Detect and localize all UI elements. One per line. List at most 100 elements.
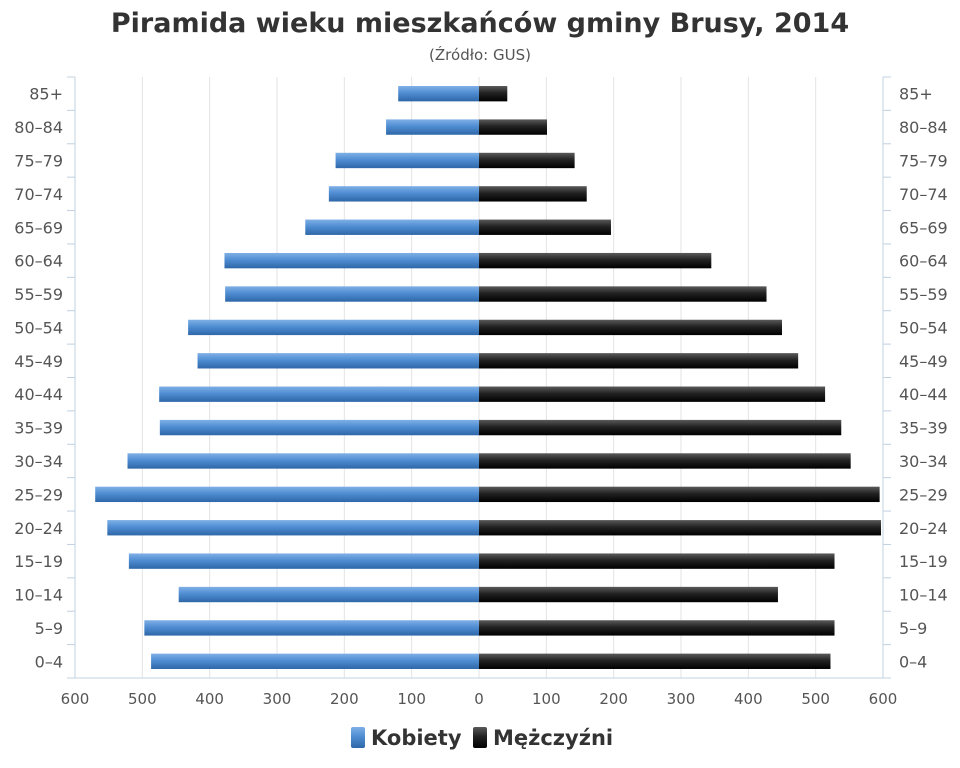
category-labels-right: 0–4 5–9 10–14 15–19 20–24 25–29 30–34 35–39 40–4… <box>899 85 948 672</box>
bar-kobiety-20–24[interactable] <box>107 520 479 536</box>
x-tick-label: 400 <box>734 690 763 708</box>
legend-swatch <box>351 727 365 748</box>
x-tick-label: 600 <box>869 690 898 708</box>
x-tick-label: 0 <box>474 690 484 708</box>
x-tick-label: 100 <box>397 690 426 708</box>
category-label-left: 75–79 <box>14 151 63 170</box>
bar-mezczyzni-85+[interactable] <box>479 86 508 102</box>
category-label-left: 85+ <box>29 85 63 104</box>
category-label-left: 80–84 <box>14 118 63 137</box>
x-tick-label: 500 <box>801 690 830 708</box>
category-label-right: 65–69 <box>899 218 948 237</box>
category-label-right: 70–74 <box>899 185 948 204</box>
x-tick-label: 600 <box>61 690 90 708</box>
category-label-right: 80–84 <box>899 118 948 137</box>
bar-mezczyzni-30–34[interactable] <box>479 453 851 469</box>
bar-kobiety-35–39[interactable] <box>159 419 479 436</box>
category-label-left: 20–24 <box>14 519 63 538</box>
category-label-right: 0–4 <box>899 652 927 671</box>
bar-kobiety-30–34[interactable] <box>127 453 480 469</box>
category-labels-left: 0–4 5–9 10–14 15–19 20–24 25–29 30–34 35–39 40–4… <box>14 85 63 672</box>
x-tick-label: 200 <box>330 690 359 708</box>
bar-mezczyzni-80–84[interactable] <box>479 119 548 135</box>
category-label-right: 40–44 <box>899 385 948 404</box>
bar-mezczyzni-50–54[interactable] <box>479 319 782 336</box>
x-tick-label: 300 <box>667 690 696 708</box>
category-label-right: 50–54 <box>899 318 948 337</box>
chart-title: Piramida wieku mieszkańców gminy Brusy, … <box>111 8 849 39</box>
category-label-right: 60–64 <box>899 252 948 271</box>
x-tick-label: 300 <box>263 690 292 708</box>
bar-mezczyzni-35–39[interactable] <box>479 419 842 436</box>
bar-kobiety-85+[interactable] <box>398 86 479 102</box>
bar-mezczyzni-0–4[interactable] <box>479 653 831 669</box>
category-label-right: 15–19 <box>899 552 948 571</box>
legend-swatch <box>473 727 487 748</box>
category-label-left: 60–64 <box>14 252 63 271</box>
bar-kobiety-45–49[interactable] <box>197 353 479 369</box>
bar-kobiety-5–9[interactable] <box>144 620 479 636</box>
category-label-left: 5–9 <box>35 619 63 638</box>
category-label-left: 70–74 <box>14 185 63 204</box>
category-label-left: 50–54 <box>14 318 63 337</box>
bar-kobiety-80–84[interactable] <box>386 119 479 135</box>
bar-kobiety-60–64[interactable] <box>224 252 479 269</box>
legend-label: Mężczyźni <box>493 726 613 750</box>
bar-kobiety-10–14[interactable] <box>178 586 479 603</box>
bar-mezczyzni-20–24[interactable] <box>479 520 881 536</box>
category-label-left: 55–59 <box>14 285 63 304</box>
bar-mezczyzni-70–74[interactable] <box>479 186 587 202</box>
category-label-left: 15–19 <box>14 552 63 571</box>
x-tick-labels: 600 500 400 300 200 100 0 100 200 300 400 500 600 <box>61 690 898 708</box>
bar-mezczyzni-65–69[interactable] <box>479 219 611 235</box>
x-tick-label: 200 <box>599 690 628 708</box>
bar-kobiety-55–59[interactable] <box>225 286 479 302</box>
category-label-right: 35–39 <box>899 419 948 438</box>
category-label-right: 30–34 <box>899 452 948 471</box>
x-tick-label: 500 <box>128 690 157 708</box>
category-label-right: 85+ <box>899 85 933 104</box>
bar-mezczyzni-10–14[interactable] <box>479 586 778 603</box>
legend-item-mezczyzni[interactable]: Mężczyźni <box>473 726 613 750</box>
axes <box>67 76 891 679</box>
bar-kobiety-70–74[interactable] <box>328 186 479 202</box>
category-label-right: 25–29 <box>899 485 948 504</box>
category-label-right: 75–79 <box>899 151 948 170</box>
x-tick-label: 100 <box>532 690 561 708</box>
category-label-right: 5–9 <box>899 619 927 638</box>
category-label-left: 30–34 <box>14 452 63 471</box>
bar-kobiety-25–29[interactable] <box>95 486 479 503</box>
legend-item-kobiety[interactable]: Kobiety <box>351 726 462 750</box>
bar-mezczyzni-60–64[interactable] <box>479 252 712 269</box>
bar-mezczyzni-55–59[interactable] <box>479 286 767 302</box>
bar-mezczyzni-45–49[interactable] <box>479 353 799 369</box>
chart-subtitle: (Źródło: GUS) <box>429 45 531 64</box>
legend-label: Kobiety <box>371 726 462 750</box>
category-label-left: 65–69 <box>14 218 63 237</box>
category-label-left: 0–4 <box>35 652 63 671</box>
bar-kobiety-75–79[interactable] <box>335 152 479 169</box>
bar-mezczyzni-40–44[interactable] <box>479 386 826 402</box>
category-label-right: 55–59 <box>899 285 948 304</box>
bar-kobiety-65–69[interactable] <box>305 219 479 235</box>
bar-mezczyzni-5–9[interactable] <box>479 620 835 636</box>
category-label-right: 10–14 <box>899 586 948 605</box>
legend[interactable]: Kobiety Mężczyźni <box>351 726 613 750</box>
bar-mezczyzni-15–19[interactable] <box>479 553 835 569</box>
category-label-left: 10–14 <box>14 586 63 605</box>
category-label-left: 45–49 <box>14 352 63 371</box>
bar-mezczyzni-25–29[interactable] <box>479 486 880 503</box>
bar-kobiety-50–54[interactable] <box>188 319 479 336</box>
bar-mezczyzni-75–79[interactable] <box>479 152 575 169</box>
x-tick-label: 400 <box>195 690 224 708</box>
category-label-left: 35–39 <box>14 419 63 438</box>
category-label-right: 45–49 <box>899 352 948 371</box>
bar-kobiety-15–19[interactable] <box>128 553 479 569</box>
category-label-left: 25–29 <box>14 485 63 504</box>
category-label-right: 20–24 <box>899 519 948 538</box>
category-label-left: 40–44 <box>14 385 63 404</box>
bar-kobiety-0–4[interactable] <box>151 653 479 669</box>
bars <box>95 86 881 669</box>
bar-kobiety-40–44[interactable] <box>159 386 479 402</box>
